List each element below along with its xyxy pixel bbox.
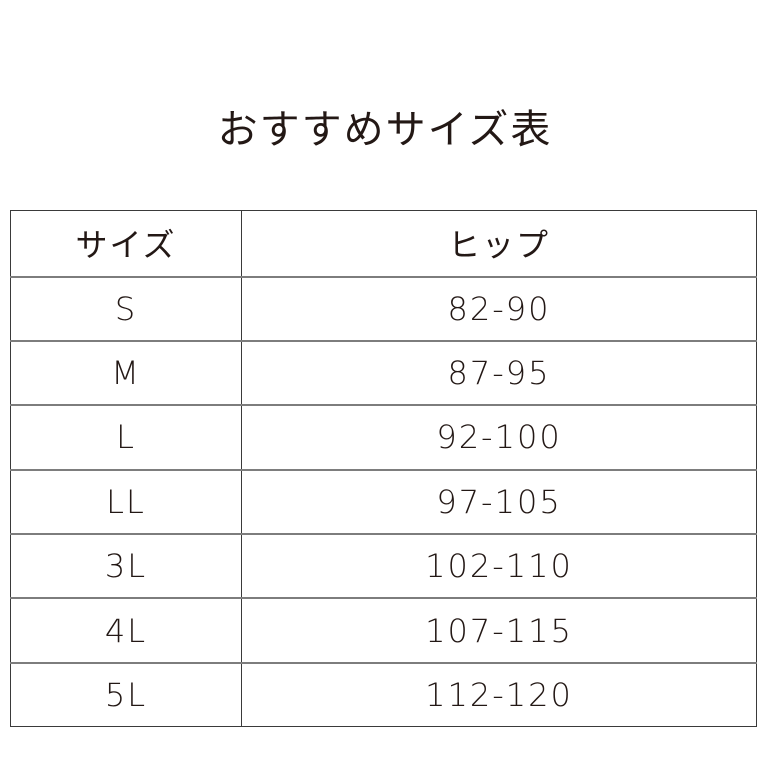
hip-cell: 92-100 xyxy=(241,404,757,470)
hip-cell: 112-120 xyxy=(241,661,757,727)
page-title: おすすめサイズ表 xyxy=(217,107,553,153)
header-size: サイズ xyxy=(10,210,242,277)
table-row: 3L 102-110 xyxy=(10,533,757,599)
table-row: LL 97-105 xyxy=(10,468,757,535)
table-row: 5L 112-120 xyxy=(10,661,757,727)
table-row: S 82-90 xyxy=(10,275,757,341)
table-row: M 87-95 xyxy=(10,339,757,406)
size-cell: 3L xyxy=(10,533,242,599)
size-cell: LL xyxy=(10,468,242,535)
size-cell: M xyxy=(10,339,242,406)
size-cell: L xyxy=(10,404,242,470)
header-hip: ヒップ xyxy=(447,226,550,265)
size-table: サイズ ヒップ S 82-90 M 87-95 L 92-100 LL 97-105 3… xyxy=(10,210,757,727)
hip-cell: 82-90 xyxy=(241,275,757,341)
table-header-row: サイズ ヒップ xyxy=(10,210,757,277)
size-cell: 4L xyxy=(10,597,242,663)
table-row: L 92-100 xyxy=(10,404,757,470)
hip-cell: 97-105 xyxy=(241,468,757,535)
hip-cell: 87-95 xyxy=(241,339,757,406)
table-row: 4L 107-115 xyxy=(10,597,757,663)
hip-cell: 102-110 xyxy=(241,533,757,599)
size-cell: 5L xyxy=(10,661,242,727)
size-cell: S xyxy=(10,275,242,341)
hip-cell: 107-115 xyxy=(241,597,757,663)
